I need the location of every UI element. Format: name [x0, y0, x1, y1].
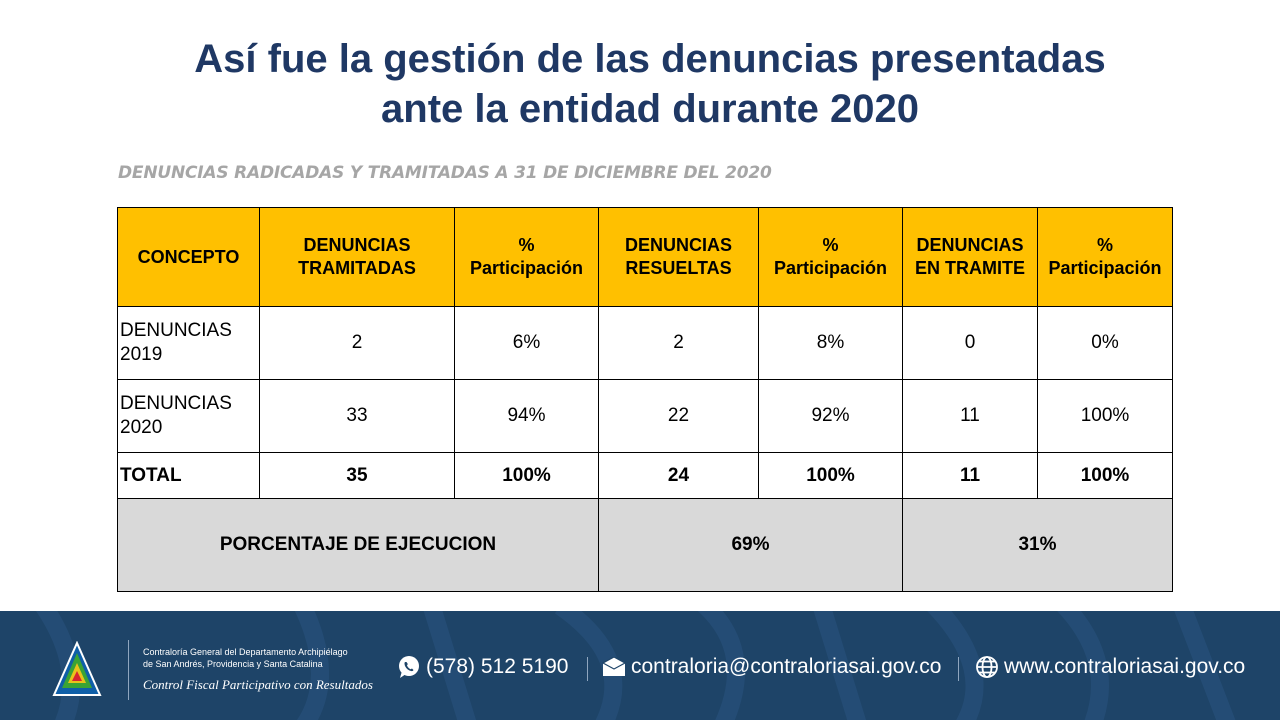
header-participacion-2: % Participación — [758, 207, 903, 307]
table-caption: DENUNCIAS RADICADAS Y TRAMITADAS A 31 DE… — [118, 163, 772, 183]
header-participacion-3: % Participación — [1037, 207, 1173, 307]
execution-en-tramite: 31% — [902, 498, 1173, 592]
cell-resueltas: 22 — [598, 379, 759, 453]
cell-total-resueltas: 24 — [598, 452, 759, 499]
execution-row: PORCENTAJE DE EJECUCION 69% 31% — [117, 498, 1173, 592]
execution-resueltas: 69% — [598, 498, 903, 592]
envelope-icon — [602, 657, 626, 676]
cell-concepto: DENUNCIAS 2019 — [117, 306, 260, 380]
complaints-table: CONCEPTO DENUNCIAS TRAMITADAS % Participac… — [117, 207, 1173, 592]
website-url: www.contraloriasai.gov.co — [1004, 655, 1246, 678]
cell-total-participacion-3: 100% — [1037, 452, 1173, 499]
cell-total-participacion-1: 100% — [454, 452, 599, 499]
title-line-2: ante la entidad durante 2020 — [381, 87, 919, 131]
cell-participacion-3: 100% — [1037, 379, 1173, 453]
cell-concepto: DENUNCIAS 2020 — [117, 379, 260, 453]
execution-label: PORCENTAJE DE EJECUCION — [117, 498, 599, 592]
page-title: Así fue la gestión de las denuncias pres… — [0, 34, 1280, 134]
cell-total-tramitadas: 35 — [259, 452, 455, 499]
header-en-tramite: DENUNCIAS EN TRAMITE — [902, 207, 1038, 307]
cell-participacion-3: 0% — [1037, 306, 1173, 380]
divider — [958, 657, 959, 681]
whatsapp-icon — [399, 656, 419, 678]
phone-contact[interactable]: (578) 512 5190 — [397, 655, 568, 679]
slogan: Control Fiscal Participativo con Resulta… — [143, 677, 373, 692]
cell-resueltas: 2 — [598, 306, 759, 380]
title-line-1: Así fue la gestión de las denuncias pres… — [194, 37, 1106, 81]
cell-participacion-2: 92% — [758, 379, 903, 453]
cell-participacion-1: 6% — [454, 306, 599, 380]
cell-en-tramite: 0 — [902, 306, 1038, 380]
cell-participacion-1: 94% — [454, 379, 599, 453]
email-address: contraloria@contraloriasai.gov.co — [631, 655, 942, 678]
table-row: DENUNCIAS 2019 2 6% 2 8% 0 0% — [117, 306, 1173, 380]
header-tramitadas: DENUNCIAS TRAMITADAS — [259, 207, 455, 307]
phone-number: (578) 512 5190 — [426, 655, 569, 678]
globe-icon — [976, 656, 998, 678]
footer-bar: Contraloría General del Departamento Arc… — [0, 611, 1280, 720]
organization-name: Contraloría General del Departamento Arc… — [143, 647, 348, 669]
contraloria-logo — [52, 641, 102, 696]
cell-en-tramite: 11 — [902, 379, 1038, 453]
header-resueltas: DENUNCIAS RESUELTAS — [598, 207, 759, 307]
cell-tramitadas: 2 — [259, 306, 455, 380]
cell-total-en-tramite: 11 — [902, 452, 1038, 499]
cell-tramitadas: 33 — [259, 379, 455, 453]
cell-total-label: TOTAL — [117, 452, 260, 499]
email-contact[interactable]: contraloria@contraloriasai.gov.co — [602, 655, 941, 679]
divider — [587, 657, 588, 681]
website-contact[interactable]: www.contraloriasai.gov.co — [975, 655, 1245, 679]
cell-total-participacion-2: 100% — [758, 452, 903, 499]
header-participacion-1: % Participación — [454, 207, 599, 307]
header-row: CONCEPTO DENUNCIAS TRAMITADAS % Participac… — [117, 207, 1173, 307]
table-row: DENUNCIAS 2020 33 94% 22 92% 11 100% — [117, 379, 1173, 453]
divider — [128, 640, 129, 700]
background-pattern — [35, 611, 1236, 720]
total-row: TOTAL 35 100% 24 100% 11 100% — [117, 452, 1173, 499]
header-concepto: CONCEPTO — [117, 207, 260, 307]
cell-participacion-2: 8% — [758, 306, 903, 380]
